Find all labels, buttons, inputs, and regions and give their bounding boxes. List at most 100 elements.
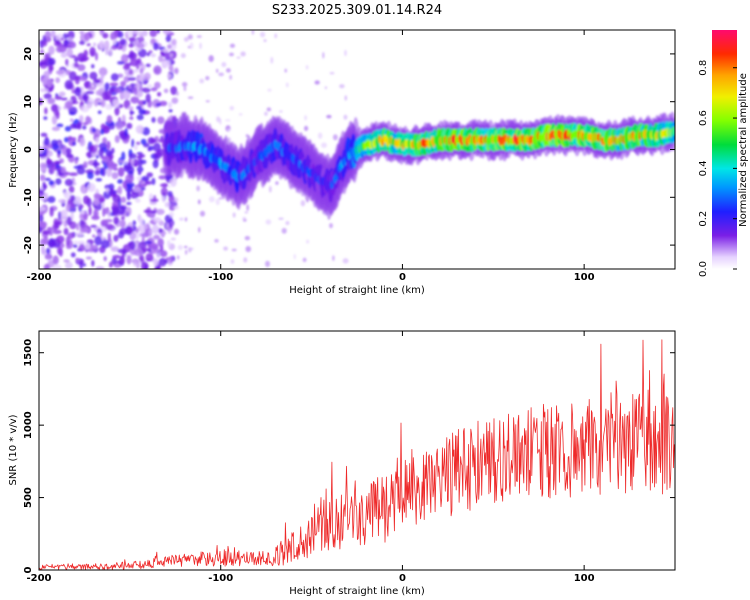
spectrogram-noise-blob (163, 88, 169, 94)
spectrogram-noise-blob (119, 45, 124, 50)
spectrogram-noise-blob (302, 257, 307, 263)
spectrogram-noise-blob (143, 72, 151, 81)
spectrogram-noise-blob (95, 266, 105, 269)
spectrogram-y-tick-label: 20 (23, 47, 34, 61)
spectrogram-noise-blob (110, 73, 119, 82)
snr-y-tick-label: 500 (23, 487, 34, 508)
spectrogram-noise-blob (187, 96, 194, 100)
spectrogram-noise-blob (232, 212, 236, 218)
spectrogram-noise-blob (125, 173, 134, 184)
spectrogram-noise-blob (39, 214, 44, 223)
spectrogram-noise-blob (148, 50, 153, 54)
spectrogram-noise-blob (127, 76, 137, 81)
spectrogram-noise-blob (117, 178, 123, 184)
colorbar-tick-label: 0.2 (698, 211, 709, 227)
spectrogram-noise-blob (115, 121, 124, 130)
spectrogram-noise-blob (138, 179, 143, 184)
spectrogram-noise-blob (117, 231, 125, 239)
spectrogram-noise-blob (161, 58, 167, 62)
spectrogram-noise-blob (141, 247, 151, 252)
spectrogram-noise-blob (134, 198, 141, 203)
spectrogram-noise-blob (55, 70, 65, 75)
spectrogram-noise-blob (66, 216, 72, 226)
spectrogram-noise-blob (238, 112, 243, 116)
spectrogram-noise-blob (218, 72, 224, 77)
spectrogram-noise-blob (94, 235, 102, 246)
spectrogram-noise-blob (130, 58, 139, 67)
spectrogram-noise-blob (166, 44, 172, 49)
spectrogram-noise-blob (74, 158, 79, 165)
spectrogram-noise-blob (82, 125, 87, 130)
spectrogram-noise-blob (133, 259, 137, 267)
snr-y-tick-label: 1500 (23, 339, 34, 367)
spectrogram-noise-blob (48, 45, 55, 55)
spectrogram-noise-blob (69, 123, 76, 129)
spectrogram-noise-blob (173, 228, 180, 235)
spectrogram-noise-blob (44, 253, 53, 260)
spectrogram-noise-blob (65, 147, 72, 155)
spectrogram-noise-blob (85, 90, 95, 95)
spectrogram-noise-blob (133, 82, 142, 89)
spectrogram-noise-blob (68, 41, 77, 49)
spectrogram-noise-blob (53, 160, 62, 165)
spectrogram-noise-blob (344, 49, 347, 57)
spectrogram-noise-blob (133, 187, 142, 193)
spectrogram-noise-blob (158, 257, 167, 267)
spectrogram-noise-blob (100, 99, 106, 108)
spectrogram-noise-blob (110, 147, 115, 154)
spectrogram-noise-blob (151, 224, 159, 235)
spectrogram-noise-blob (183, 245, 188, 249)
spectrogram-noise-blob (158, 228, 163, 233)
spectrogram-noise-blob (156, 253, 161, 259)
spectrogram-noise-blob (275, 181, 279, 185)
spectrogram-noise-blob (114, 106, 120, 116)
spectrogram-noise-blob (245, 245, 252, 253)
spectrogram-noise-blob (58, 199, 67, 204)
spectrogram-noise-blob (179, 217, 184, 221)
spectrogram-noise-blob (332, 255, 335, 262)
spectrogram-noise-blob (111, 172, 119, 180)
spectrogram-noise-blob (54, 95, 63, 100)
spectrogram-noise-blob (57, 246, 62, 255)
spectrogram-noise-blob (137, 170, 142, 176)
spectrogram-noise-blob (108, 47, 113, 56)
spectrogram-noise-blob (83, 213, 88, 221)
spectrogram-noise-blob (43, 263, 50, 269)
spectrogram-noise-blob (47, 240, 56, 247)
spectrogram-noise-blob (77, 64, 86, 72)
spectrogram-noise-blob (157, 116, 165, 125)
spectrogram-noise-blob (107, 214, 111, 218)
spectrogram-x-tick-label: -100 (208, 272, 233, 283)
spectrogram-noise-blob (104, 82, 110, 91)
spectrogram-noise-blob (229, 43, 236, 48)
spectrogram-noise-blob (80, 210, 85, 215)
snr-y-label: SNR (10 * v/v) (8, 414, 19, 485)
spectrogram-noise-blob (198, 226, 201, 233)
spectrogram-noise-blob (79, 30, 85, 35)
spectrogram-noise-blob (49, 207, 54, 217)
spectrogram-noise-blob (98, 67, 108, 76)
spectrogram-noise-blob (65, 58, 69, 66)
spectrogram-noise-blob (81, 187, 86, 194)
spectrogram-noise-blob (43, 137, 50, 146)
spectrogram-noise-blob (69, 118, 74, 122)
spectrogram-noise-blob (130, 96, 140, 104)
spectrogram-noise-blob (199, 42, 202, 50)
spectrogram-noise-blob (142, 87, 151, 93)
spectrogram-noise-blob (68, 111, 76, 116)
spectrogram-noise-blob (158, 55, 163, 63)
spectrogram-noise-blob (304, 115, 308, 121)
spectrogram-noise-blob (293, 254, 296, 260)
spectrogram-noise-blob (117, 31, 124, 39)
spectrogram-noise-blob (69, 172, 78, 177)
spectrogram-noise-blob (44, 30, 51, 40)
spectrogram-noise-blob (79, 137, 86, 147)
spectrogram-noise-blob (149, 198, 159, 203)
spectrogram-noise-blob (149, 201, 157, 205)
spectrogram-noise-blob (128, 153, 137, 160)
spectrogram-noise-blob (227, 128, 231, 132)
spectrogram-noise-blob (66, 180, 71, 185)
spectrogram-noise-blob (54, 225, 60, 229)
spectrogram-noise-blob (127, 85, 132, 89)
spectrogram-noise-blob (135, 125, 144, 134)
